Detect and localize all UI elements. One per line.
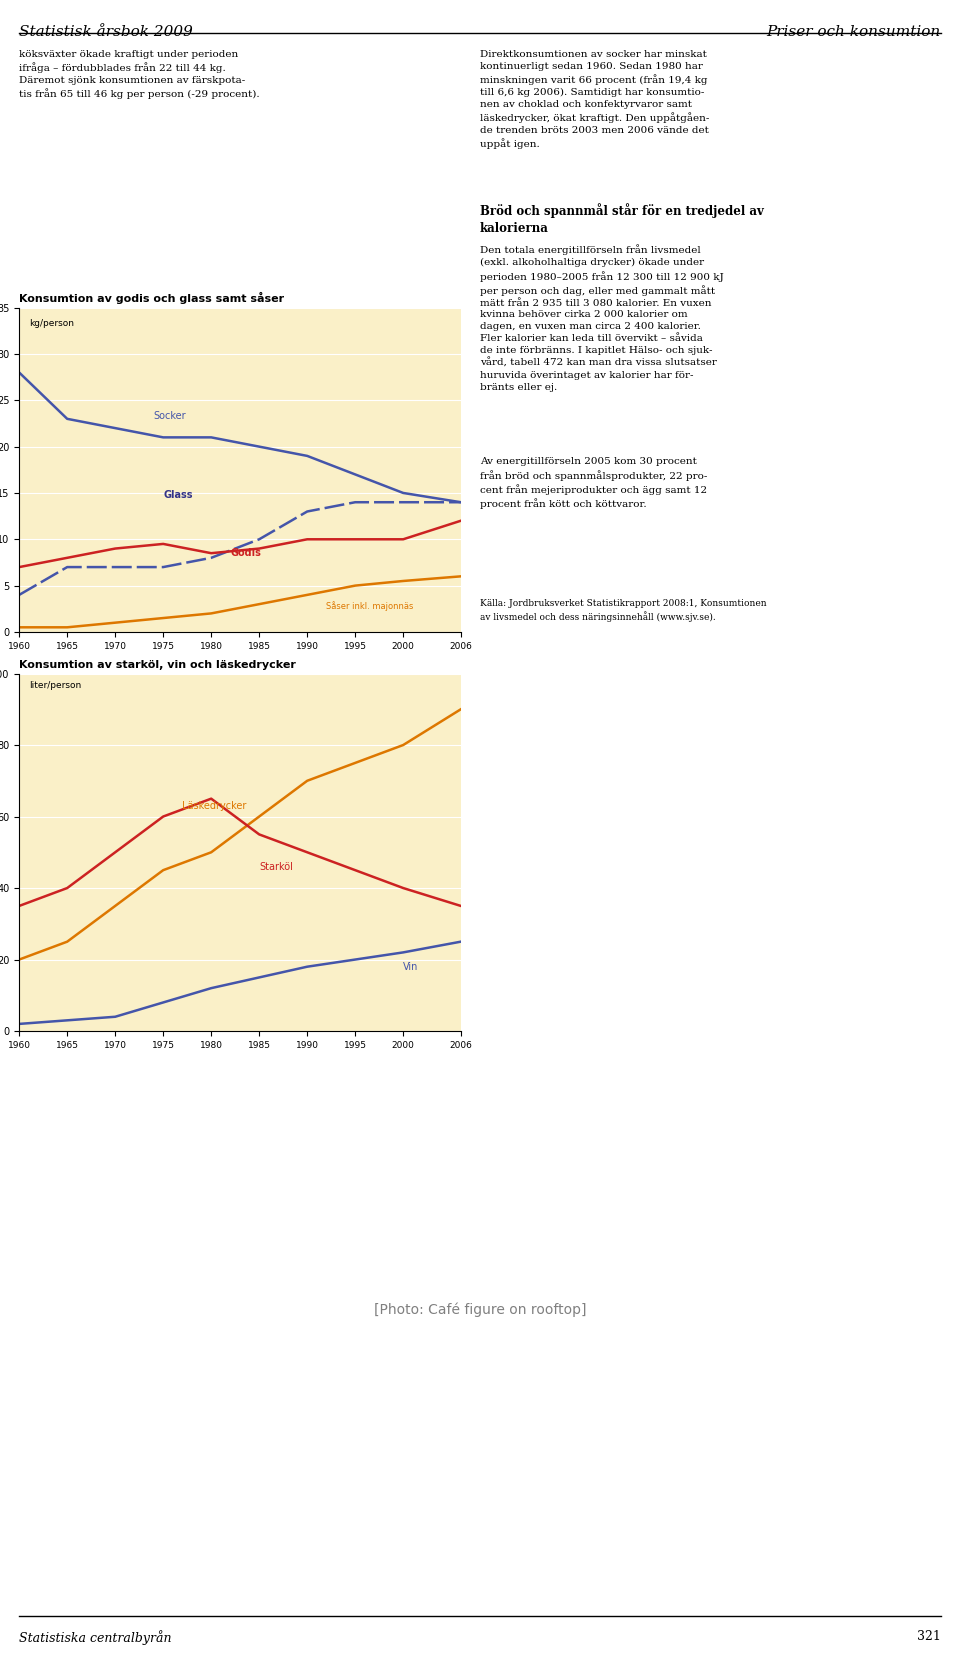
Text: Godis: Godis xyxy=(230,549,261,559)
Text: kg/person: kg/person xyxy=(29,319,74,328)
Text: Källa: Jordbruksverket Statistikrapport 2008:1, Konsumtionen
av livsmedel och de: Källa: Jordbruksverket Statistikrapport … xyxy=(480,599,767,622)
Text: Konsumtion av godis och glass samt såser: Konsumtion av godis och glass samt såser xyxy=(19,293,284,304)
Text: Såser inkl. majonnäs: Såser inkl. majonnäs xyxy=(326,600,414,610)
Text: köksväxter ökade kraftigt under perioden
ifråga – fördubblades från 22 till 44 k: köksväxter ökade kraftigt under perioden… xyxy=(19,50,260,100)
Text: liter/person: liter/person xyxy=(29,680,81,690)
Text: Starköl: Starköl xyxy=(259,861,293,871)
Text: Den totala energitillförseln från livsmedel
(exkl. alkoholhaltiga drycker) ökade: Den totala energitillförseln från livsme… xyxy=(480,244,724,392)
Text: Glass: Glass xyxy=(163,489,193,499)
Text: Statistisk årsbok 2009: Statistisk årsbok 2009 xyxy=(19,25,193,38)
Text: Priser och konsumtion: Priser och konsumtion xyxy=(766,25,941,38)
Text: Av energitillförseln 2005 kom 30 procent
från bröd och spannmålsprodukter, 22 pr: Av energitillförseln 2005 kom 30 procent… xyxy=(480,457,708,509)
Text: Socker: Socker xyxy=(154,411,186,421)
Text: Vin: Vin xyxy=(403,963,419,973)
Text: Konsumtion av starköl, vin och läskedrycker: Konsumtion av starköl, vin och läskedryc… xyxy=(19,660,296,670)
Text: Direktkonsumtionen av socker har minskat
kontinuerligt sedan 1960. Sedan 1980 ha: Direktkonsumtionen av socker har minskat… xyxy=(480,50,709,150)
Text: Läskedrycker: Läskedrycker xyxy=(182,802,247,812)
Text: [Photo: Café figure on rooftop]: [Photo: Café figure on rooftop] xyxy=(373,1302,587,1317)
Text: Statistiska centralbyrån: Statistiska centralbyrån xyxy=(19,1630,172,1645)
Text: 321: 321 xyxy=(917,1630,941,1643)
Text: Bröd och spannmål står för en tredjedel av
kalorierna: Bröd och spannmål står för en tredjedel … xyxy=(480,203,764,234)
